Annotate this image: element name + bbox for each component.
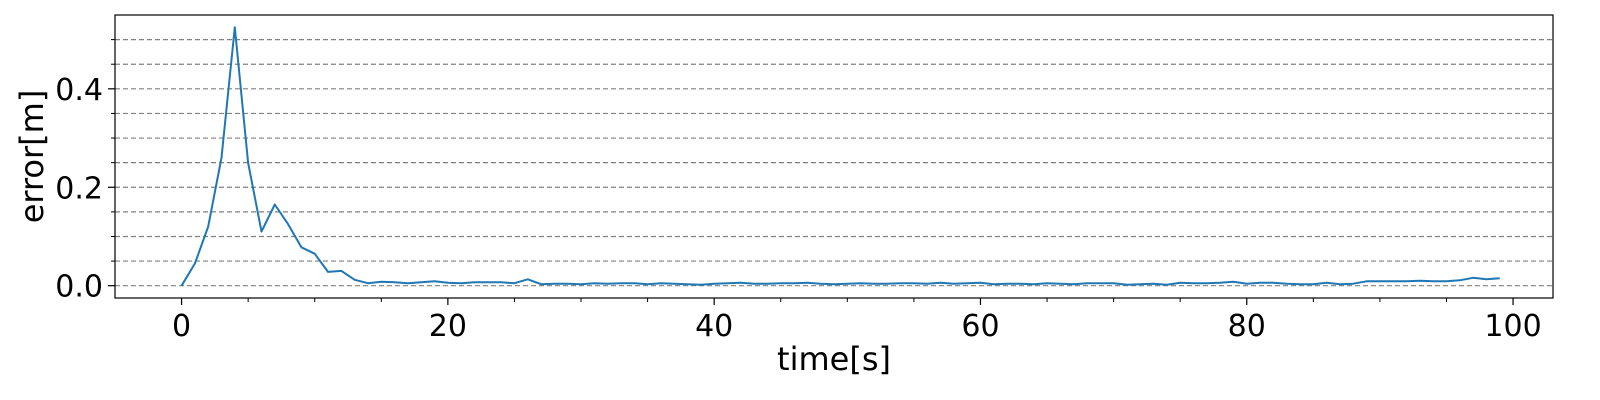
x-tick-label: 0 [172,309,191,344]
grid-lines [115,39,1553,287]
y-tick-label: 0.2 [55,171,103,206]
x-tick-label: 80 [1228,309,1266,344]
x-axis-title: time[s] [777,340,891,378]
tick-labels: 0.0 0.2 0.4 0 20 40 60 80 100 [55,73,1541,344]
x-tick-label: 100 [1484,309,1541,344]
y-tick-label: 0.0 [55,270,103,305]
plot-area-frame [114,14,1554,299]
error-series-line [180,26,1500,287]
x-tick-label: 40 [695,309,733,344]
axis-ticks [108,39,1514,305]
x-tick-label: 20 [429,309,467,344]
y-axis-title: error[m] [13,90,51,224]
y-tick-label: 0.4 [55,73,103,108]
x-tick-label: 60 [961,309,999,344]
series-layer [180,26,1500,287]
